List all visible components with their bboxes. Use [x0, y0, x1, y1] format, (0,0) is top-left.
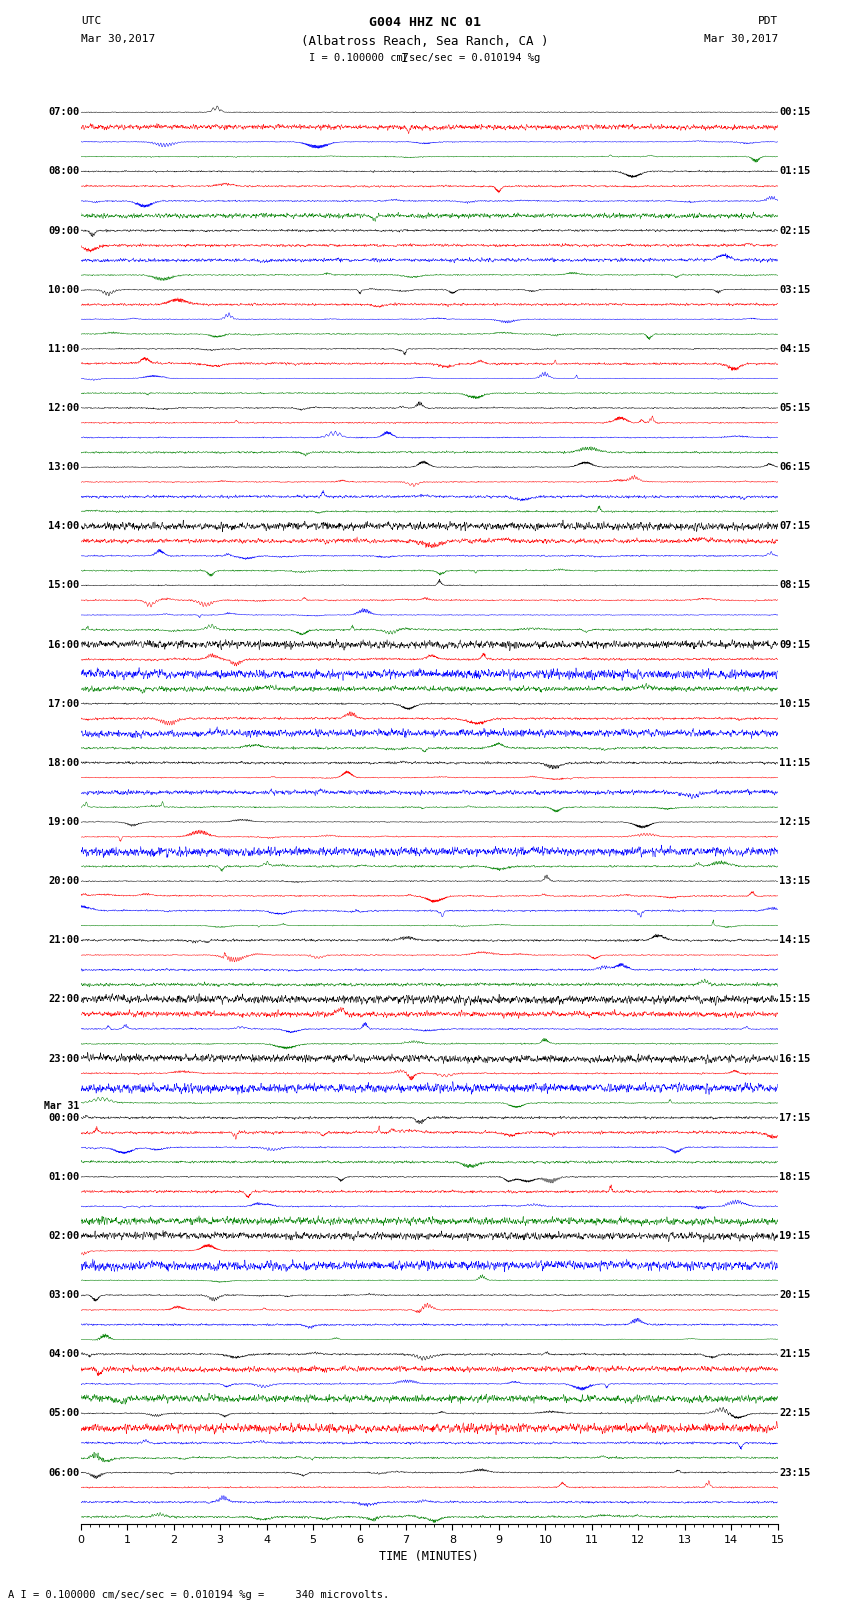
Text: 02:15: 02:15 [779, 226, 810, 235]
Text: PDT: PDT [757, 16, 778, 26]
Text: 02:00: 02:00 [48, 1231, 79, 1240]
Text: 04:00: 04:00 [48, 1348, 79, 1360]
Text: 19:15: 19:15 [779, 1231, 810, 1240]
Text: 18:15: 18:15 [779, 1171, 810, 1182]
Text: 22:00: 22:00 [48, 994, 79, 1005]
Text: 19:00: 19:00 [48, 816, 79, 827]
Text: 00:00: 00:00 [48, 1113, 79, 1123]
Text: 14:15: 14:15 [779, 936, 810, 945]
Text: Mar 31: Mar 31 [44, 1100, 79, 1111]
Text: 04:15: 04:15 [779, 344, 810, 353]
Text: (Albatross Reach, Sea Ranch, CA ): (Albatross Reach, Sea Ranch, CA ) [301, 35, 549, 48]
Text: I: I [400, 52, 408, 65]
Text: 20:00: 20:00 [48, 876, 79, 886]
Text: A I = 0.100000 cm/sec/sec = 0.010194 %g =     340 microvolts.: A I = 0.100000 cm/sec/sec = 0.010194 %g … [8, 1590, 390, 1600]
Text: G004 HHZ NC 01: G004 HHZ NC 01 [369, 16, 481, 29]
Text: 05:15: 05:15 [779, 403, 810, 413]
Text: 03:15: 03:15 [779, 284, 810, 295]
Text: 20:15: 20:15 [779, 1290, 810, 1300]
Text: 11:00: 11:00 [48, 344, 79, 353]
Text: 16:00: 16:00 [48, 639, 79, 650]
Text: 12:15: 12:15 [779, 816, 810, 827]
Text: 09:15: 09:15 [779, 639, 810, 650]
Text: 05:00: 05:00 [48, 1408, 79, 1418]
Text: 15:00: 15:00 [48, 581, 79, 590]
Text: 00:15: 00:15 [779, 106, 810, 118]
Text: 22:15: 22:15 [779, 1408, 810, 1418]
Text: 07:15: 07:15 [779, 521, 810, 531]
Text: 16:15: 16:15 [779, 1053, 810, 1063]
Text: 08:15: 08:15 [779, 581, 810, 590]
Text: 08:00: 08:00 [48, 166, 79, 176]
Text: I = 0.100000 cm/sec/sec = 0.010194 %g: I = 0.100000 cm/sec/sec = 0.010194 %g [309, 53, 541, 63]
Text: 17:15: 17:15 [779, 1113, 810, 1123]
Text: 17:00: 17:00 [48, 698, 79, 708]
Text: 15:15: 15:15 [779, 994, 810, 1005]
Text: 07:00: 07:00 [48, 106, 79, 118]
Text: 06:00: 06:00 [48, 1468, 79, 1478]
X-axis label: TIME (MINUTES): TIME (MINUTES) [379, 1550, 479, 1563]
Text: 12:00: 12:00 [48, 403, 79, 413]
Text: Mar 30,2017: Mar 30,2017 [704, 34, 778, 44]
Text: 06:15: 06:15 [779, 461, 810, 473]
Text: 01:15: 01:15 [779, 166, 810, 176]
Text: 11:15: 11:15 [779, 758, 810, 768]
Text: 14:00: 14:00 [48, 521, 79, 531]
Text: 03:00: 03:00 [48, 1290, 79, 1300]
Text: 18:00: 18:00 [48, 758, 79, 768]
Text: 13:00: 13:00 [48, 461, 79, 473]
Text: 21:00: 21:00 [48, 936, 79, 945]
Text: 09:00: 09:00 [48, 226, 79, 235]
Text: 21:15: 21:15 [779, 1348, 810, 1360]
Text: 10:15: 10:15 [779, 698, 810, 708]
Text: UTC: UTC [81, 16, 101, 26]
Text: 13:15: 13:15 [779, 876, 810, 886]
Text: 10:00: 10:00 [48, 284, 79, 295]
Text: 23:00: 23:00 [48, 1053, 79, 1063]
Text: 01:00: 01:00 [48, 1171, 79, 1182]
Text: Mar 30,2017: Mar 30,2017 [81, 34, 155, 44]
Text: 23:15: 23:15 [779, 1468, 810, 1478]
